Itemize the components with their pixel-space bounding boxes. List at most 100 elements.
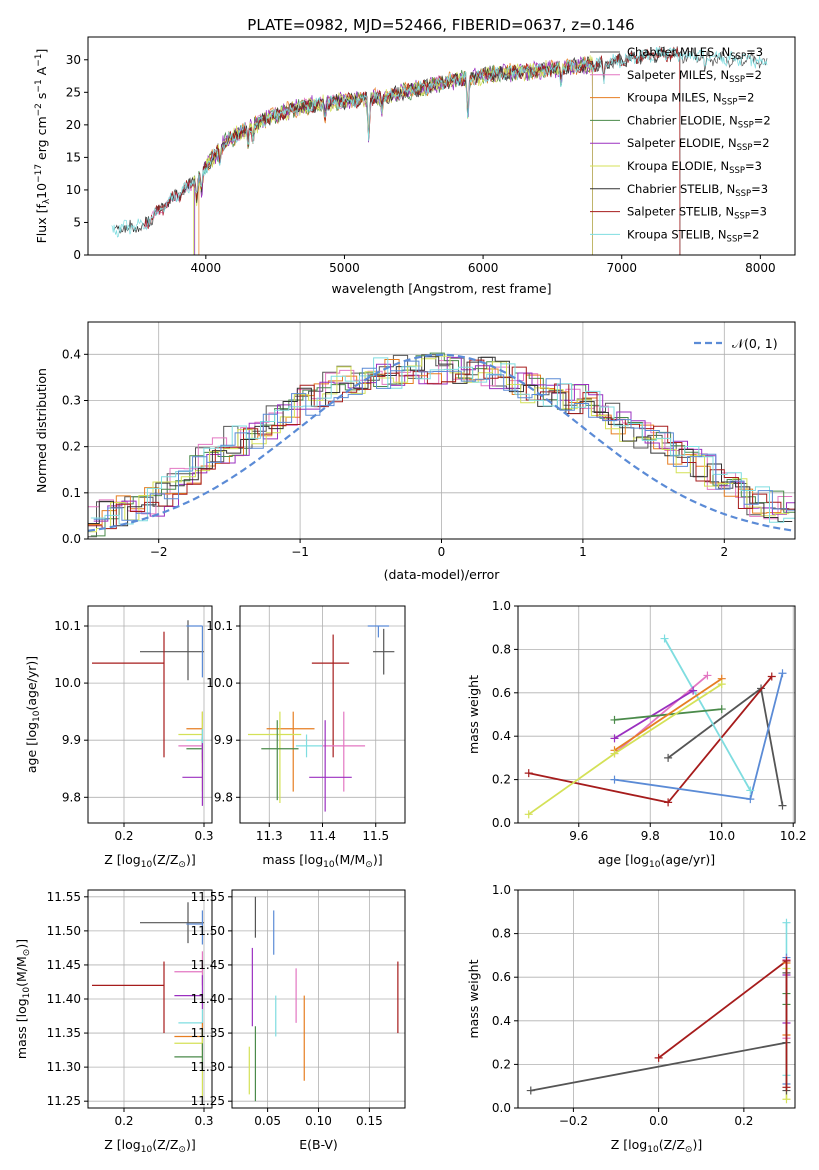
x-axis-label-part: (Z/Z (152, 852, 178, 867)
legend-entry-tail: =3 (746, 45, 763, 59)
errorbars (92, 620, 204, 806)
x-tick-label: 6000 (468, 261, 499, 275)
weight-marker (778, 801, 787, 810)
x-axis-label: E(B-V) (299, 1137, 338, 1152)
histogram-step-chabrier-stelib (88, 356, 793, 527)
x-tick-label: 0.2 (114, 1114, 133, 1128)
y-axis-label-part: −1 (34, 79, 44, 92)
x-axis-label: age [log10(age/yr)] (598, 852, 715, 870)
y-axis-label-part: −2 (34, 103, 44, 116)
x-axis-label-part: ⊙ (685, 1145, 693, 1155)
y-tick-label: 30 (66, 53, 81, 67)
y-tick-label: 11.45 (191, 958, 225, 972)
x-tick-label: 9.6 (569, 829, 588, 843)
y-tick-label: 9.9 (214, 733, 233, 747)
x-axis-label-part: (age/yr)] (660, 852, 715, 867)
histogram-steps (88, 352, 795, 538)
histogram-step-kroupa-elodie (88, 355, 790, 533)
legend-entry-sub: SSP (730, 52, 746, 62)
y-tick-label: 15 (66, 150, 81, 164)
x-axis-label-part: )] (373, 852, 383, 867)
legend-entry: Chabrier STELIB, NSSP=3 (627, 182, 768, 199)
x-tick-label: −0.2 (559, 1114, 588, 1128)
x-tick-label: 0.2 (734, 1114, 753, 1128)
y-tick-label: 0.4 (492, 1014, 511, 1028)
y-tick-label: 1.0 (492, 599, 511, 613)
legend-entry-sub: SSP (729, 75, 745, 85)
weight-marker (524, 810, 533, 819)
weight-marker (782, 918, 791, 927)
y-tick-label: 10.1 (206, 619, 233, 633)
x-axis-label-part: age [log (598, 852, 649, 867)
panel-age_vs_mass: 11.3 11.4 11.5 9.8 9.9 10.0 10.1 mass [log10(M/… (206, 605, 406, 870)
histogram-step-kroupa-stelib (90, 357, 795, 525)
weight-marker (660, 634, 669, 643)
weight-marker (717, 680, 726, 689)
spectrum-line-salpeter-elodie (194, 56, 593, 255)
x-axis-label: Z [log10(Z/Z⊙)] (104, 1137, 195, 1155)
y-tick-label: 0.2 (492, 773, 511, 787)
y-tick-label: 0.2 (492, 1057, 511, 1071)
legend-entry-sub: SSP (734, 212, 750, 222)
legend-entry-sub: SSP (738, 120, 754, 130)
y-axis-label-part: Flux [f (34, 204, 49, 244)
weight-line (663, 638, 752, 791)
x-axis-label: mass [log10(M/M⊙)] (262, 852, 382, 870)
weight-marker (526, 1086, 535, 1095)
y-tick-label: 0.6 (492, 686, 511, 700)
y-axis-label-part: −1 (34, 54, 44, 67)
weight-marker (524, 769, 533, 778)
legend-entry: Chabrier MILES, NSSP=3 (627, 45, 763, 62)
legend-entry-tail: =3 (750, 205, 767, 219)
legend-entry-sub: SSP (737, 143, 753, 153)
y-tick-label: 11.30 (47, 1060, 81, 1074)
legend-entry-sub: SSP (729, 166, 745, 176)
panel-mass_weight_vs_Z: −0.2 0.0 0.2 0.0 0.2 0.4 0.6 0.8 1.0 Z [log10(Z/Z… (466, 883, 796, 1155)
weight-marker (746, 786, 755, 795)
legend-entry-base: Salpeter MILES, N (627, 68, 729, 82)
legend-entry-tail: =3 (745, 159, 762, 173)
x-tick-label: 0.05 (254, 1114, 281, 1128)
weight-marker (689, 686, 698, 695)
y-axis-label: Flux [fλ10−17 erg cm−2 s−1 A−1] (34, 49, 52, 244)
y-tick-label: 11.55 (47, 890, 81, 904)
legend-entry: Salpeter ELODIE, NSSP=2 (627, 136, 770, 153)
legend-entry: Salpeter STELIB, NSSP=3 (627, 205, 767, 222)
x-axis-label-part: (Z/Z (152, 1137, 178, 1152)
y-axis-label-part: 10 (22, 987, 32, 999)
y-axis-label: age [log10(age/yr)] (24, 656, 42, 773)
y-axis-label-part: erg cm (34, 116, 49, 164)
x-axis-label: Z [log10(Z/Z⊙)] (104, 852, 195, 870)
panel-mass_weight_vs_age: 9.6 9.8 10.0 10.2 0.0 0.2 0.4 0.6 0.8 1.0 age [log… (466, 599, 807, 870)
y-axis-label-part: ⊙ (22, 949, 32, 957)
x-axis-label-part: ⊙ (365, 860, 373, 870)
weight-marker (782, 1095, 791, 1104)
weight-marker (746, 795, 755, 804)
y-axis-label-part: −17 (34, 164, 44, 183)
x-tick-label: 9.8 (641, 829, 660, 843)
x-tick-label: 10.2 (780, 829, 807, 843)
x-tick-label: 2 (720, 545, 728, 559)
y-axis-label-part: A (34, 66, 49, 79)
y-axis-label-part: ] (34, 49, 49, 54)
x-axis-label-part: 10 (141, 860, 153, 870)
y-axis-label-part: (age/yr)] (24, 656, 39, 711)
x-tick-label: 0 (438, 545, 446, 559)
x-axis-label: (data-model)/error (384, 567, 501, 582)
y-tick-label: 11.45 (47, 958, 81, 972)
x-axis-label-part: ⊙ (178, 860, 186, 870)
y-tick-label: 9.8 (62, 790, 81, 804)
histogram-step-salpeter-elodie (93, 356, 795, 522)
y-axis-label-part: 10 (34, 183, 49, 199)
weight-marker (717, 705, 726, 714)
y-tick-label: 0.1 (62, 486, 81, 500)
y-tick-label: 25 (66, 85, 81, 99)
weight-marker (778, 669, 787, 678)
histogram-step-kroupa-miles (88, 359, 795, 525)
x-tick-label: 4000 (191, 261, 222, 275)
y-tick-label: 10.0 (54, 676, 81, 690)
spectrum-line-chabrier-elodie (194, 56, 593, 255)
y-axis-label-part: λ (42, 198, 52, 204)
legend-entry-base: Chabrier MILES, N (627, 45, 730, 59)
